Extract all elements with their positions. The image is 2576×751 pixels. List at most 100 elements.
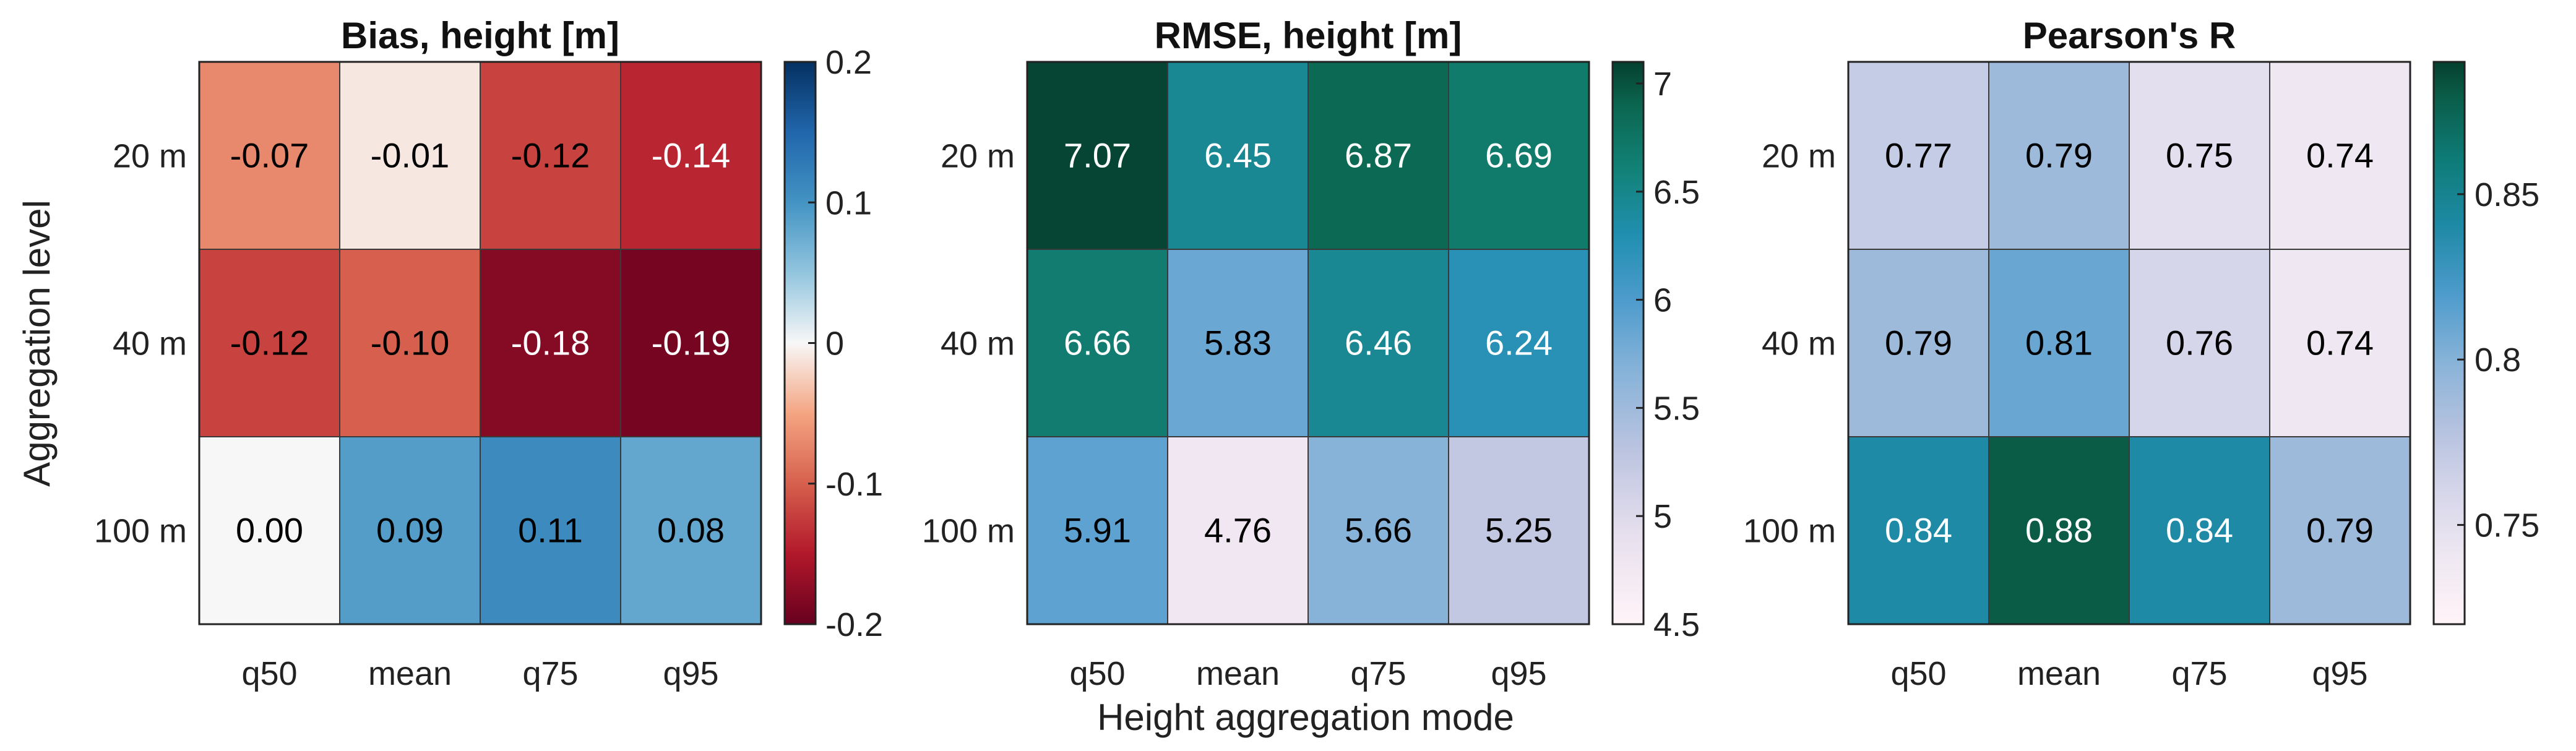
panel-3: Pearson's R 0.77 0.79 0.75 0.74 0.79 0.81 0.76 0…	[1743, 15, 2539, 692]
colorbar-tick-label: 5	[1653, 498, 1672, 535]
colorbar-tick-label: -0.1	[825, 466, 883, 503]
cell-value-label: 5.66	[1345, 511, 1412, 550]
heatmap-cell	[1448, 436, 1590, 625]
x-tick-label: q95	[663, 655, 718, 692]
cell-value-label: 0.11	[518, 511, 583, 550]
y-tick-label: 40 m	[941, 325, 1015, 363]
cell-value-label: 5.91	[1064, 511, 1131, 550]
plot-frame	[198, 61, 762, 625]
x-tick-label: q75	[2171, 655, 2227, 692]
colorbar-tick-label: 0.85	[2475, 176, 2539, 213]
cell-value-label: 5.25	[1485, 511, 1553, 550]
colorbar	[2432, 61, 2466, 625]
x-tick-label: mean	[1196, 655, 1280, 692]
heatmap-cell	[1307, 249, 1449, 437]
heatmap-cell	[2269, 436, 2411, 625]
y-tick-label: 20 m	[941, 138, 1015, 175]
cell-value-label: 0.79	[1885, 324, 1952, 363]
cell-value-label: -0.12	[511, 136, 590, 175]
y-tick-label: 20 m	[1762, 138, 1836, 175]
heatmap-cell	[1027, 61, 1168, 250]
cell-value-label: 0.88	[2025, 511, 2093, 550]
heatmap-cell	[1448, 61, 1590, 250]
heatmap-cell	[339, 249, 481, 437]
y-tick-label: 100 m	[94, 513, 187, 550]
cell-value-label: -0.07	[230, 136, 309, 175]
heatmap-cell	[620, 436, 762, 625]
cell-value-label: 0.81	[2025, 324, 2093, 363]
y-tick-label: 100 m	[922, 513, 1015, 550]
heatmap-cell	[1988, 61, 2130, 250]
cell-value-label: 0.77	[1885, 136, 1952, 175]
x-tick-label: q75	[1350, 655, 1406, 692]
colorbar-tick-label: 6.5	[1653, 174, 1700, 211]
x-tick-label: q95	[1491, 655, 1546, 692]
cell-value-label: 0.74	[2306, 324, 2374, 363]
cell-value-label: 4.76	[1204, 511, 1272, 550]
x-tick-label: q95	[2312, 655, 2367, 692]
colorbar-tick-label: -0.2	[825, 606, 883, 643]
heatmap-cell	[339, 436, 481, 625]
cell-value-label: 0.00	[236, 511, 303, 550]
y-tick-label: 20 m	[113, 138, 187, 175]
colorbar-tick-label: 6	[1653, 282, 1672, 319]
heatmap-cell	[1307, 61, 1449, 250]
colorbar-tick-label: 0.1	[825, 184, 872, 221]
y-axis-label: Aggregation level	[16, 200, 58, 487]
heatmap-cell	[199, 61, 340, 250]
heatmap-cell	[2129, 61, 2270, 250]
panel-title: Bias, height [m]	[341, 15, 619, 56]
cell-value-label: 0.79	[2025, 136, 2093, 175]
heatmap-cell	[199, 249, 340, 437]
heatmap-cell	[2129, 436, 2270, 625]
heatmap-cell	[1988, 436, 2130, 625]
cell-value-label: 0.79	[2306, 511, 2374, 550]
heatmap-cell	[339, 61, 481, 250]
cell-value-label: -0.12	[230, 324, 309, 363]
cell-value-label: -0.01	[371, 136, 450, 175]
cell-value-label: -0.19	[652, 324, 731, 363]
cell-value-label: 0.74	[2306, 136, 2374, 175]
panel-1: Bias, height [m] -0.07 -0.01 -0.12 -0.14 -0.1…	[94, 15, 883, 692]
x-tick-label: q50	[1069, 655, 1125, 692]
cell-value-label: 0.84	[2166, 511, 2233, 550]
heatmap-cell	[1848, 61, 1989, 250]
heatmap-cell	[1167, 436, 1309, 625]
y-tick-label: 40 m	[113, 325, 187, 363]
cell-value-label: 6.46	[1345, 324, 1412, 363]
heatmap-cell	[1848, 436, 1989, 625]
y-tick-label: 40 m	[1762, 325, 1836, 363]
heatmap-cell	[1448, 249, 1590, 437]
x-tick-label: q75	[522, 655, 578, 692]
x-axis-label: Height aggregation mode	[1097, 697, 1514, 738]
panel-title: RMSE, height [m]	[1155, 15, 1462, 56]
cell-value-label: 6.66	[1064, 324, 1131, 363]
heatmap-cell	[2269, 249, 2411, 437]
x-tick-label: mean	[368, 655, 452, 692]
colorbar-tick-label: 0	[825, 325, 844, 363]
cell-value-label: 6.24	[1485, 324, 1553, 363]
colorbar-tick-label: 0.8	[2475, 341, 2521, 379]
cell-value-label: 0.08	[657, 511, 725, 550]
heatmap-cell	[1167, 249, 1309, 437]
cell-value-label: 6.45	[1204, 136, 1272, 175]
heatmap-cell	[2129, 249, 2270, 437]
colorbar-tick-label: 7	[1653, 66, 1672, 103]
cell-value-label: 7.07	[1064, 136, 1131, 175]
cell-value-label: -0.14	[652, 136, 731, 175]
cell-value-label: 0.09	[376, 511, 444, 550]
colorbar-tick-label: 5.5	[1653, 390, 1700, 427]
cell-value-label: -0.18	[511, 324, 590, 363]
plot-frame	[1026, 61, 1590, 625]
x-tick-label: q50	[241, 655, 297, 692]
heatmap-cell	[620, 249, 762, 437]
x-tick-label: q50	[1890, 655, 1946, 692]
cell-value-label: 5.83	[1204, 324, 1272, 363]
x-tick-label: mean	[2017, 655, 2101, 692]
heatmap-cell	[620, 61, 762, 250]
cell-value-label: 6.87	[1345, 136, 1412, 175]
colorbar-tick-label: 4.5	[1653, 606, 1700, 643]
y-tick-label: 100 m	[1743, 513, 1836, 550]
colorbar-tick-label: 0.75	[2475, 507, 2539, 544]
